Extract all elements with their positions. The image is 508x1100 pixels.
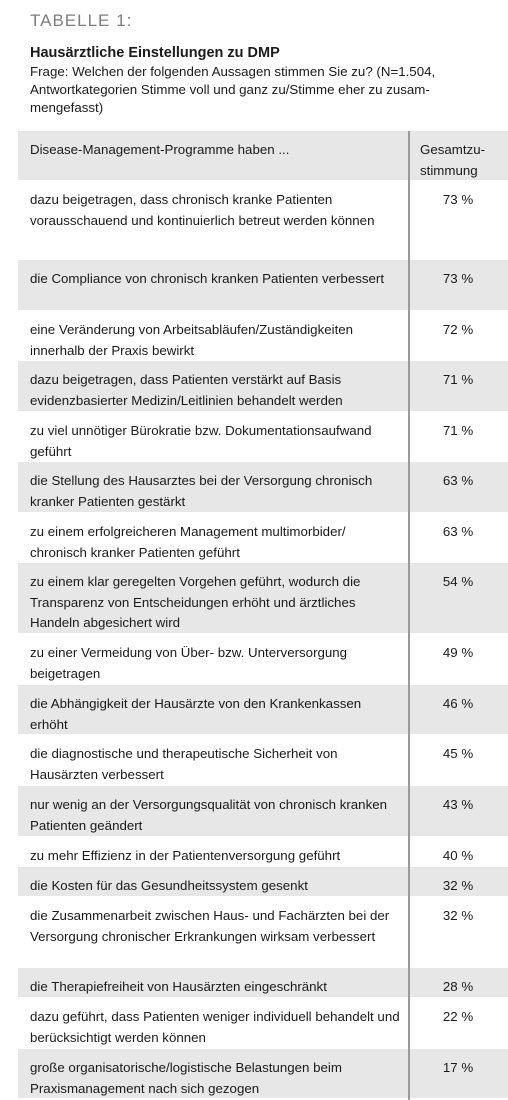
table-row: dazu beigetragen, dass Patienten verstär… — [18, 361, 508, 412]
row-statement: die Abhängigkeit der Hausärzte von den K… — [30, 696, 362, 732]
row-statement: die Zusammenarbeit zwischen Haus- und Fa… — [30, 908, 390, 944]
row-statement: zu mehr Effizienz in der Patientenversor… — [30, 848, 341, 863]
row-statement: zu viel unnötiger Bürokratie bzw. Dokume… — [30, 423, 372, 459]
row-statement: dazu beigetragen, dass Patienten verstär… — [30, 372, 343, 408]
table-row: zu einem klar geregelten Vorgehen geführ… — [18, 563, 508, 634]
row-statement: die Compliance von chronisch kranken Pat… — [30, 271, 385, 286]
row-agreement-value: 73 % — [442, 192, 474, 207]
table-title: Hausärztliche Einstellungen zu DMP — [30, 45, 280, 61]
row-statement: die Kosten für das Gesundheitssystem ges… — [30, 878, 308, 893]
row-agreement-value: 71 % — [442, 372, 474, 387]
table-header-row: Disease-Management-Programme haben ... G… — [18, 131, 508, 181]
row-agreement-value: 40 % — [442, 848, 474, 863]
row-statement: die diagnostische und therapeutische Sic… — [30, 746, 338, 782]
table-row: die diagnostische und therapeutische Sic… — [18, 735, 508, 786]
row-statement: eine Veränderung von Arbeitsabläufen/Zus… — [30, 322, 354, 358]
table-heading: Hausärztliche Einstellungen zu DMP Frage… — [0, 44, 508, 117]
row-agreement-value: 63 % — [442, 473, 474, 488]
table-subtitle: Frage: Welchen der folgenden Aussagen st… — [30, 64, 436, 115]
table-row: zu mehr Effizienz in der Patientenversor… — [18, 837, 508, 867]
row-statement: die Therapiefreiheit von Hausärzten eing… — [30, 979, 327, 994]
table-row: zu viel unnötiger Bürokratie bzw. Dokume… — [18, 412, 508, 462]
row-agreement-value: 32 % — [442, 878, 474, 893]
row-agreement-value: 43 % — [442, 797, 474, 812]
table-row: dazu beigetragen, dass chronisch kranke … — [18, 181, 508, 260]
table-row: zu einem erfolgreicheren Management mult… — [18, 513, 508, 563]
table-row: die Compliance von chronisch kranken Pat… — [18, 260, 508, 311]
row-agreement-value: 28 % — [442, 979, 474, 994]
row-agreement-value: 54 % — [442, 574, 474, 589]
row-statement: dazu beigetragen, dass chronisch kranke … — [30, 192, 375, 228]
table-row: die Therapiefreiheit von Hausärzten eing… — [18, 968, 508, 998]
row-statement: zu einem erfolgreicheren Management mult… — [30, 524, 346, 560]
table-row: eine Veränderung von Arbeitsabläufen/Zus… — [18, 311, 508, 361]
row-agreement-value: 45 % — [442, 746, 474, 761]
row-statement: zu einer Vermeidung von Über- bzw. Unter… — [30, 645, 348, 681]
table-row: große organisatorische/logistische Belas… — [18, 1049, 508, 1099]
table-row: die Kosten für das Gesundheitssystem ges… — [18, 867, 508, 897]
table-row: die Zusammenarbeit zwischen Haus- und Fa… — [18, 897, 508, 968]
row-agreement-value: 71 % — [442, 423, 474, 438]
table-row: nur wenig an der Versorgungsqualität von… — [18, 786, 508, 837]
row-statement: große organisatorische/logistische Belas… — [30, 1060, 342, 1096]
table-row: zu einer Vermeidung von Über- bzw. Unter… — [18, 634, 508, 685]
row-statement: zu einem klar geregelten Vorgehen geführ… — [30, 574, 361, 630]
table-label: TABELLE 1: — [30, 11, 133, 30]
row-statement: die Stellung des Hausarztes bei der Vers… — [30, 473, 373, 509]
table-row: die Abhängigkeit der Hausärzte von den K… — [18, 685, 508, 735]
row-agreement-value: 17 % — [442, 1060, 474, 1075]
header-agreement: Gesamtzu-stimmung — [420, 142, 486, 178]
row-agreement-value: 49 % — [442, 645, 474, 660]
table-row: die Stellung des Hausarztes bei der Vers… — [18, 462, 508, 513]
row-agreement-value: 63 % — [442, 524, 474, 539]
table-row: dazu geführt, dass Patienten weniger ind… — [18, 998, 508, 1049]
row-agreement-value: 32 % — [442, 908, 474, 923]
row-agreement-value: 22 % — [442, 1009, 474, 1024]
row-agreement-value: 46 % — [442, 696, 474, 711]
row-agreement-value: 73 % — [442, 271, 474, 286]
row-statement: dazu geführt, dass Patienten weniger ind… — [30, 1009, 400, 1045]
row-statement: nur wenig an der Versorgungsqualität von… — [30, 797, 388, 833]
data-table: Disease-Management-Programme haben ... G… — [18, 131, 508, 1099]
column-divider — [408, 131, 410, 1100]
header-statement: Disease-Management-Programme haben ... — [30, 142, 290, 157]
row-agreement-value: 72 % — [442, 322, 474, 337]
